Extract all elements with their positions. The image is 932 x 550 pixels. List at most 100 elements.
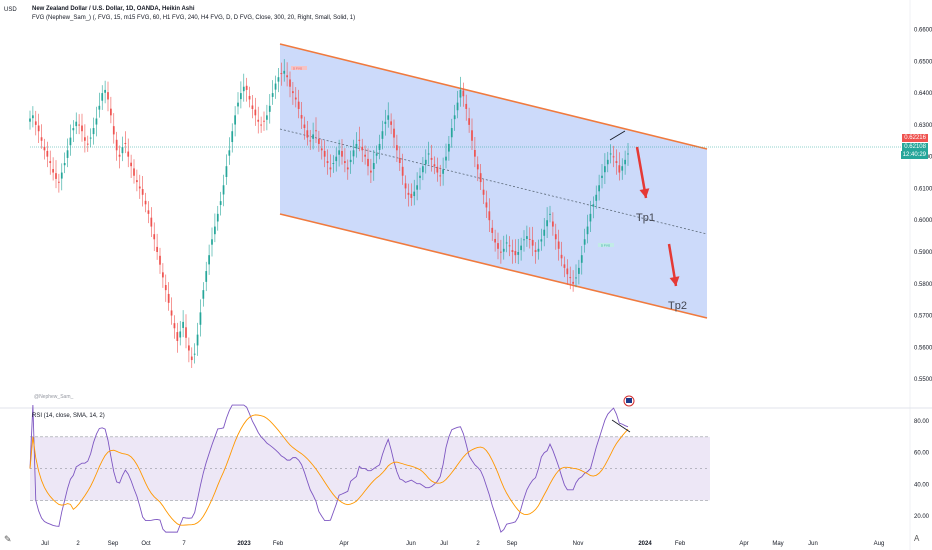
candle-body <box>219 201 222 205</box>
candle-body <box>107 92 109 100</box>
candle-body <box>29 118 31 122</box>
candle-body <box>416 185 418 190</box>
candle-body <box>199 312 202 325</box>
flag-icon-inner <box>626 398 632 403</box>
candle-body <box>453 115 456 120</box>
candle-body <box>491 227 494 233</box>
candle-body <box>182 321 184 328</box>
time-tick-label: 2024 <box>638 541 652 547</box>
candle-body <box>72 128 75 131</box>
candle-body <box>98 105 101 110</box>
candle-body <box>410 193 413 198</box>
candle-body <box>32 115 34 119</box>
candle-body <box>627 153 629 155</box>
arrow-tp2 <box>667 243 680 287</box>
tradingview-logo-icon[interactable]: ✎ <box>4 534 12 544</box>
candle-body <box>367 158 369 167</box>
candle-body <box>320 148 323 151</box>
candle-body <box>46 150 49 157</box>
candle-body <box>546 220 548 227</box>
candle-body <box>309 140 312 142</box>
channel-upper-line <box>279 43 708 150</box>
candle-body <box>300 115 303 119</box>
candle-body <box>43 146 46 151</box>
candle-body <box>237 102 239 107</box>
candle-body <box>240 93 242 100</box>
time-tick-label: Sep <box>108 541 119 547</box>
candle-body <box>251 105 254 109</box>
candle-body <box>205 271 208 282</box>
candle-body <box>133 168 135 176</box>
price-badge-current: 0.62216 <box>902 134 928 142</box>
candle-body <box>375 153 378 156</box>
candle-body <box>586 226 589 235</box>
candle-body <box>419 175 421 178</box>
candle-body <box>222 185 225 195</box>
candle-body <box>34 121 37 125</box>
candle-body <box>381 131 384 139</box>
time-tick-label: Jun <box>406 541 416 547</box>
candle-body <box>121 147 124 154</box>
candle-body <box>526 236 528 239</box>
candle-body <box>263 120 265 122</box>
time-tick-label: Jun <box>808 541 818 547</box>
candle-body <box>170 310 173 316</box>
rsi-line <box>29 404 629 533</box>
candle-body <box>92 128 95 135</box>
fvg-label-1: D FVG <box>293 67 303 71</box>
candle-body <box>358 139 361 141</box>
candle-body <box>479 173 482 183</box>
candle-body <box>465 103 468 109</box>
candle-body <box>78 124 80 126</box>
candle-body <box>185 327 187 338</box>
candle-body <box>396 145 398 151</box>
time-tick-label: Apr <box>339 541 348 547</box>
candle-body <box>188 345 190 351</box>
candle-body <box>193 353 196 355</box>
candle-body <box>459 89 462 98</box>
candle-body <box>618 165 621 173</box>
candle-body <box>601 175 603 178</box>
candle-body <box>583 239 586 245</box>
candle-body <box>401 166 404 176</box>
candle-body <box>297 101 300 109</box>
price-axis: 0.660000.650000.640000.630000.620000.610… <box>914 28 932 384</box>
candle-body <box>315 130 317 132</box>
candle-body <box>413 191 416 197</box>
candle-body <box>355 143 358 149</box>
candle-body <box>294 97 297 100</box>
candle-body <box>55 173 57 179</box>
candle-body <box>604 166 606 173</box>
candle-body <box>164 285 167 291</box>
symbol-title[interactable]: New Zealand Dollar / U.S. Dollar, 1D, OA… <box>32 6 195 12</box>
indicator-legend[interactable]: FVG (Nephew_Sam_) (, FVG, 15, m15 FVG, 6… <box>32 15 356 21</box>
arrow-head <box>639 188 650 198</box>
candle-body <box>118 154 121 157</box>
candle-body <box>69 137 72 146</box>
rsi-legend[interactable]: RSI (14, close, SMA, 14, 2) <box>32 413 105 419</box>
time-tick-label: Aug <box>874 541 885 547</box>
candle-body <box>439 175 442 177</box>
candle-body <box>58 181 60 183</box>
candle-body <box>95 118 98 125</box>
candle-body <box>430 157 433 160</box>
candle-body <box>468 118 470 125</box>
candle-body <box>500 251 502 253</box>
candle-body <box>523 239 525 241</box>
candle-body <box>202 290 205 299</box>
countdown-badge: 12:40:29 <box>900 151 928 159</box>
arrow-tp1 <box>635 146 650 199</box>
candle-body <box>136 180 138 183</box>
candle-body <box>407 192 410 195</box>
candle-body <box>566 268 569 275</box>
candle-body <box>349 159 352 163</box>
candle-body <box>280 73 283 75</box>
auto-scale-icon[interactable]: A <box>914 534 920 543</box>
candle-body <box>344 161 346 164</box>
